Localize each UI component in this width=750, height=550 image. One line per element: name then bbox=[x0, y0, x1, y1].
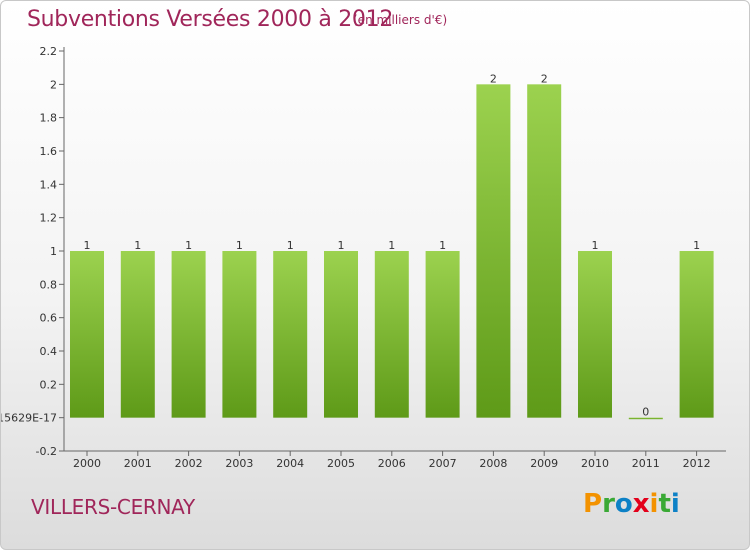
y-tick-label: -1.15629E-17 bbox=[1, 412, 57, 425]
proxiti-logo: Proxiti bbox=[583, 489, 680, 519]
data-label: 1 bbox=[236, 239, 243, 252]
bar bbox=[476, 84, 511, 418]
logo-letter: P bbox=[583, 489, 603, 519]
x-tick-label: 2009 bbox=[530, 457, 558, 470]
chart-title: Subventions Versées 2000 à 2012 bbox=[27, 7, 394, 32]
data-label: 1 bbox=[693, 239, 700, 252]
chart-subtitle: (en milliers d'€) bbox=[353, 13, 448, 27]
x-tick-label: 2006 bbox=[378, 457, 406, 470]
data-label: 1 bbox=[185, 239, 192, 252]
bar bbox=[425, 251, 460, 418]
bar bbox=[628, 417, 663, 420]
y-tick-label: 0.2 bbox=[40, 378, 58, 391]
y-tick-label: 0.4 bbox=[40, 345, 58, 358]
y-tick-label: 1.2 bbox=[40, 212, 58, 225]
y-tick-label: 1 bbox=[50, 245, 57, 258]
data-label: 1 bbox=[388, 239, 395, 252]
x-tick-label: 2011 bbox=[632, 457, 660, 470]
bar bbox=[324, 251, 358, 418]
x-tick-label: 2004 bbox=[276, 457, 304, 470]
bar bbox=[171, 251, 206, 418]
bar bbox=[679, 251, 714, 418]
data-label: 1 bbox=[338, 239, 345, 252]
y-tick-label: 1.6 bbox=[40, 145, 58, 158]
place-name: VILLERS-CERNAY bbox=[31, 495, 195, 519]
data-label: 1 bbox=[592, 239, 599, 252]
x-tick-label: 2001 bbox=[124, 457, 152, 470]
logo-letter: r bbox=[602, 489, 615, 519]
chart-axes: -0.2 -1.15629E-17 0.2 0.4 0.6 0.8 1 1.2 1.4 1.6 1.… bbox=[1, 45, 726, 470]
data-label: 1 bbox=[287, 239, 294, 252]
x-tick-label: 2000 bbox=[73, 457, 101, 470]
bar bbox=[273, 251, 308, 418]
y-tick-label: 2 bbox=[50, 78, 57, 91]
data-label: 2 bbox=[490, 72, 497, 85]
logo-letter: o bbox=[614, 489, 633, 519]
x-tick-label: 2005 bbox=[327, 457, 355, 470]
logo-letter: t bbox=[658, 489, 671, 519]
y-tick-label: -0.2 bbox=[36, 445, 57, 458]
x-tick-label: 2010 bbox=[581, 457, 609, 470]
data-label: 0 bbox=[642, 406, 649, 419]
x-tick-label: 2008 bbox=[479, 457, 507, 470]
data-label: 1 bbox=[84, 239, 91, 252]
y-tick-label: 2.2 bbox=[40, 45, 58, 58]
bar bbox=[120, 251, 155, 418]
data-label: 2 bbox=[541, 72, 548, 85]
bar bbox=[374, 251, 409, 418]
chart-bars bbox=[70, 84, 714, 420]
data-label: 1 bbox=[439, 239, 446, 252]
bar bbox=[527, 84, 562, 418]
y-tick-label: 1.4 bbox=[40, 178, 58, 191]
y-tick-label: 0.8 bbox=[40, 278, 58, 291]
x-tick-label: 2012 bbox=[683, 457, 711, 470]
x-tick-label: 2003 bbox=[225, 457, 253, 470]
y-tick-label: 0.6 bbox=[40, 312, 58, 325]
x-tick-label: 2007 bbox=[429, 457, 457, 470]
logo-letter: x bbox=[632, 489, 650, 519]
y-tick-label: 1.8 bbox=[40, 112, 58, 125]
x-tick-label: 2002 bbox=[175, 457, 203, 470]
bar bbox=[222, 251, 257, 418]
data-label: 1 bbox=[134, 239, 141, 252]
bar bbox=[578, 251, 612, 418]
chart-labels: 1 1 1 1 1 1 1 1 2 2 1 0 1 bbox=[84, 72, 701, 418]
logo-letter: i bbox=[649, 489, 659, 519]
logo-letter: i bbox=[670, 489, 680, 519]
bar bbox=[70, 251, 104, 418]
